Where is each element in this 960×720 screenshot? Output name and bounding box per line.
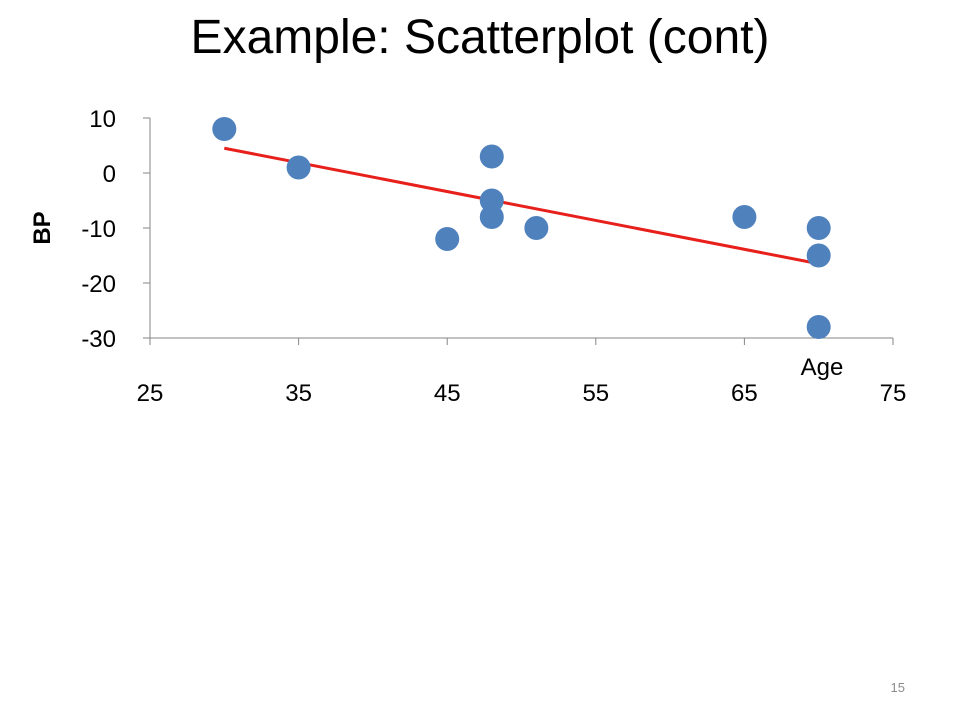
page-number: 15: [890, 680, 905, 695]
trendline: [224, 146, 819, 266]
x-tick-label: 75: [880, 380, 907, 407]
y-tick-label: -20: [81, 271, 116, 298]
slide-title: Example: Scatterplot (cont): [190, 11, 770, 64]
data-point: [286, 155, 311, 180]
y-tick-label: -10: [81, 216, 116, 243]
data-point: [806, 243, 831, 268]
y-tick-label: 10: [89, 106, 116, 133]
x-tick-label: 45: [434, 380, 461, 407]
x-tick-label: 55: [582, 380, 609, 407]
data-point: [435, 227, 460, 251]
chart-points: [212, 117, 831, 339]
data-point: [732, 205, 757, 229]
chart-axes: [143, 117, 894, 345]
x-tick-label: 25: [137, 380, 164, 407]
x-axis-label: Age: [801, 354, 844, 381]
data-point: [806, 315, 831, 339]
chart-trendline-group: [224, 146, 819, 266]
y-tick-label: 0: [103, 161, 116, 188]
chart-tick-labels: 10 0 -10 -20 -30 25 35 45 55 65 75: [81, 106, 906, 407]
x-tick-label: 65: [731, 380, 758, 407]
data-point: [479, 144, 504, 169]
data-point: [479, 205, 504, 229]
data-point: [524, 216, 549, 240]
data-point: [479, 188, 504, 213]
data-point: [806, 216, 831, 240]
x-tick-label: 35: [285, 380, 312, 407]
y-tick-label: -30: [81, 326, 116, 353]
data-point: [212, 117, 237, 141]
y-axis-label: BP: [29, 211, 56, 244]
